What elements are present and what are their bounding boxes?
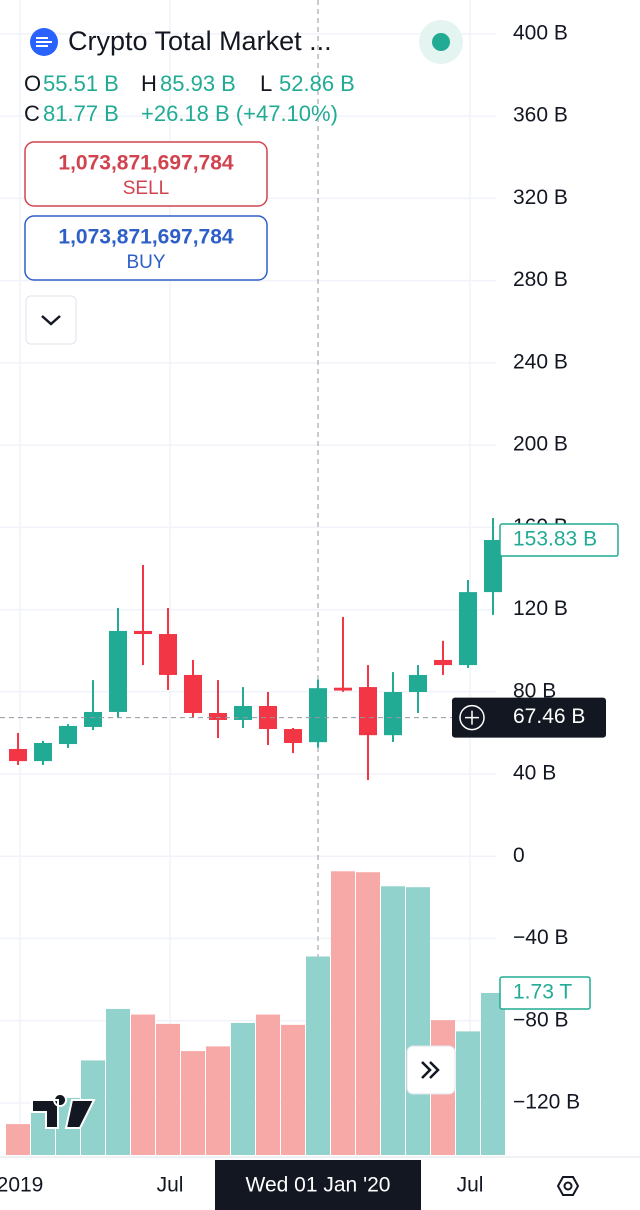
- volume-bar: [381, 886, 405, 1155]
- legend-key: L: [260, 71, 272, 96]
- x-tick-label: Jul: [457, 1174, 484, 1197]
- y-tick-label: 40 B: [513, 762, 556, 785]
- candle-body: [84, 711, 102, 727]
- last-volume-label: 1.73 T: [513, 981, 572, 1004]
- volume-bar: [281, 1024, 305, 1155]
- y-tick-label: −120 B: [513, 1091, 580, 1114]
- candle-body: [159, 634, 177, 675]
- collapse-button[interactable]: [25, 295, 77, 345]
- volume-bar: [231, 1022, 255, 1155]
- y-tick-label: 0: [513, 844, 525, 867]
- status-dot: [432, 33, 450, 51]
- volume-bar: [206, 1046, 230, 1155]
- candle-body: [34, 742, 52, 762]
- candle-body: [309, 688, 327, 743]
- candle-body: [134, 630, 152, 635]
- y-tick-label: −40 B: [513, 926, 568, 949]
- collapse-icon: [41, 315, 61, 326]
- legend-value: 85.93 B: [160, 71, 236, 96]
- volume-bar: [406, 887, 430, 1155]
- y-tick-label: 280 B: [513, 268, 568, 291]
- y-tick-label: 120 B: [513, 597, 568, 620]
- settings-icon-dot: [563, 1181, 573, 1191]
- last-volume-box: [499, 976, 591, 1010]
- legend-value: 52.86 B: [279, 71, 355, 96]
- last-price-label: 153.83 B: [513, 528, 597, 551]
- x-tick-label: 2019: [0, 1174, 43, 1197]
- y-tick-label: 320 B: [513, 186, 568, 209]
- buy-button[interactable]: [24, 215, 268, 281]
- candle-body: [59, 725, 77, 745]
- x-tick-label: Jul: [157, 1174, 184, 1197]
- legend-key: C: [24, 101, 40, 126]
- buy-price: 1,073,871,697,784: [58, 226, 233, 249]
- crosshair-plus-icon: [465, 710, 479, 725]
- legend-value: 81.77 B: [43, 101, 119, 126]
- sell-label: SELL: [123, 178, 169, 199]
- last-price-box: [499, 523, 619, 557]
- sell-button[interactable]: [24, 141, 268, 207]
- volume-bar: [331, 871, 355, 1155]
- y-tick-label: 240 B: [513, 350, 568, 373]
- buy-label: BUY: [126, 252, 165, 273]
- volume-bar: [356, 872, 380, 1155]
- volume-bar: [6, 1124, 30, 1155]
- volume-bar: [481, 993, 505, 1155]
- y-tick-label: 200 B: [513, 433, 568, 456]
- y-tick-label: 80 B: [513, 679, 556, 702]
- title: Crypto Total Market ...: [68, 26, 332, 56]
- candle-body: [209, 712, 227, 720]
- y-tick-label: −80 B: [513, 1008, 568, 1031]
- crosshair-price-box: [452, 697, 606, 738]
- volume-bar: [306, 956, 330, 1155]
- crosshair-date-box: [215, 1160, 421, 1210]
- candle-body: [259, 705, 277, 730]
- candle-body: [484, 540, 502, 593]
- crosshair-plus: [459, 704, 485, 731]
- candle-body: [284, 729, 302, 743]
- settings-icon[interactable]: [556, 1176, 580, 1196]
- candle-body: [109, 630, 127, 712]
- volume-bar: [256, 1014, 280, 1155]
- y-tick-label: 400 B: [513, 21, 568, 44]
- candle-body: [434, 659, 452, 666]
- candle-body: [459, 592, 477, 666]
- candle-body: [359, 687, 377, 736]
- volume-bar: [181, 1051, 205, 1155]
- scroll-icon: [421, 1061, 440, 1079]
- y-tick-label: 360 B: [513, 104, 568, 127]
- candle-body: [384, 692, 402, 736]
- legend-value: 55.51 B: [43, 71, 119, 96]
- symbol-icon-lines: [36, 37, 52, 47]
- tv-logo: [31, 1093, 96, 1129]
- crosshair-price-label: 67.46 B: [513, 705, 585, 728]
- sell-price: 1,073,871,697,784: [58, 152, 233, 175]
- volume-bar: [131, 1014, 155, 1155]
- candle-body: [334, 687, 352, 691]
- volume-bar: [456, 1031, 480, 1155]
- candle-body: [184, 674, 202, 713]
- volume-bar: [156, 1023, 180, 1155]
- candle-body: [9, 748, 27, 762]
- crosshair-date-label: Wed 01 Jan '20: [246, 1174, 391, 1197]
- legend-change: +26.18 B (+47.10%): [141, 101, 338, 126]
- candle-body: [409, 674, 427, 693]
- legend-key: H: [141, 71, 157, 96]
- volume-bar: [106, 1008, 130, 1155]
- legend-key: O: [24, 71, 41, 96]
- candle-body: [234, 705, 252, 720]
